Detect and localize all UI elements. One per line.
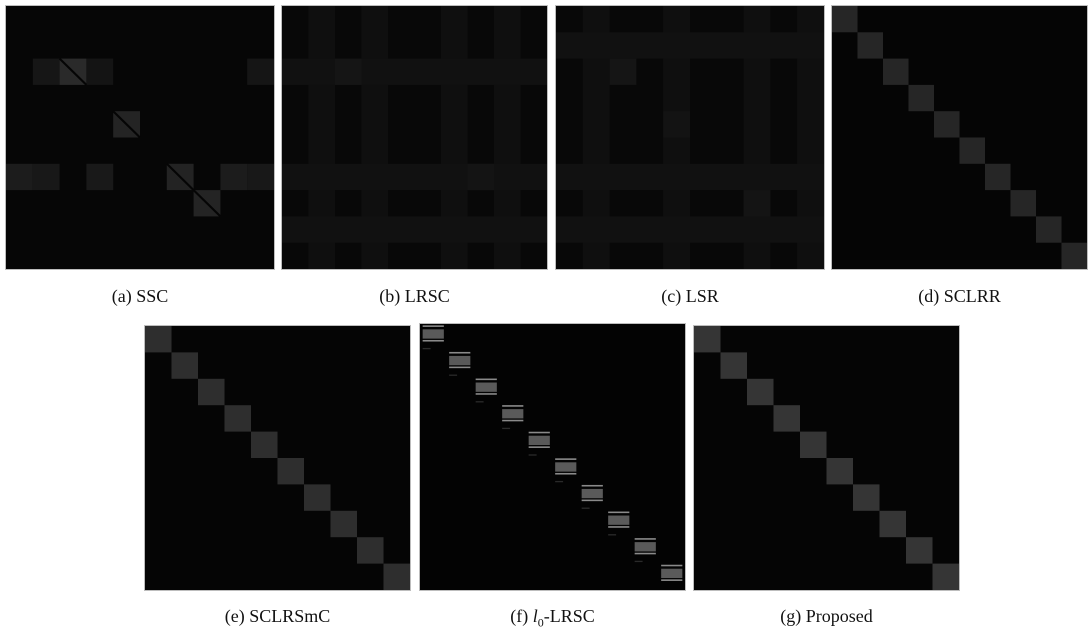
caption-c: (c) LSR (661, 286, 719, 306)
matrix-sclrsmc (144, 325, 411, 591)
matrix-lsr (555, 5, 825, 270)
caption-b: (b) LRSC (379, 286, 450, 306)
lsr-heatmap (556, 6, 824, 269)
matrix-lrsc (281, 5, 548, 270)
sclrsmc-heatmap (145, 326, 410, 590)
caption-a: (a) SSC (111, 286, 169, 306)
caption-d: (d) SCLRR (918, 286, 1001, 306)
matrix-proposed (693, 325, 960, 591)
sclrr-heatmap (832, 6, 1087, 269)
l0-lrsc-heatmap (420, 324, 685, 590)
lrsc-heatmap (282, 6, 547, 269)
matrix-sclrr (831, 5, 1088, 270)
caption-e: (e) SCLRSmC (224, 606, 331, 626)
caption-f: (f) l0-LRSC (510, 606, 595, 630)
proposed-heatmap (694, 326, 959, 590)
caption-g: (g) Proposed (780, 606, 873, 626)
ssc-heatmap (6, 6, 274, 269)
matrix-l0-lrsc (419, 323, 686, 591)
matrix-ssc (5, 5, 275, 270)
